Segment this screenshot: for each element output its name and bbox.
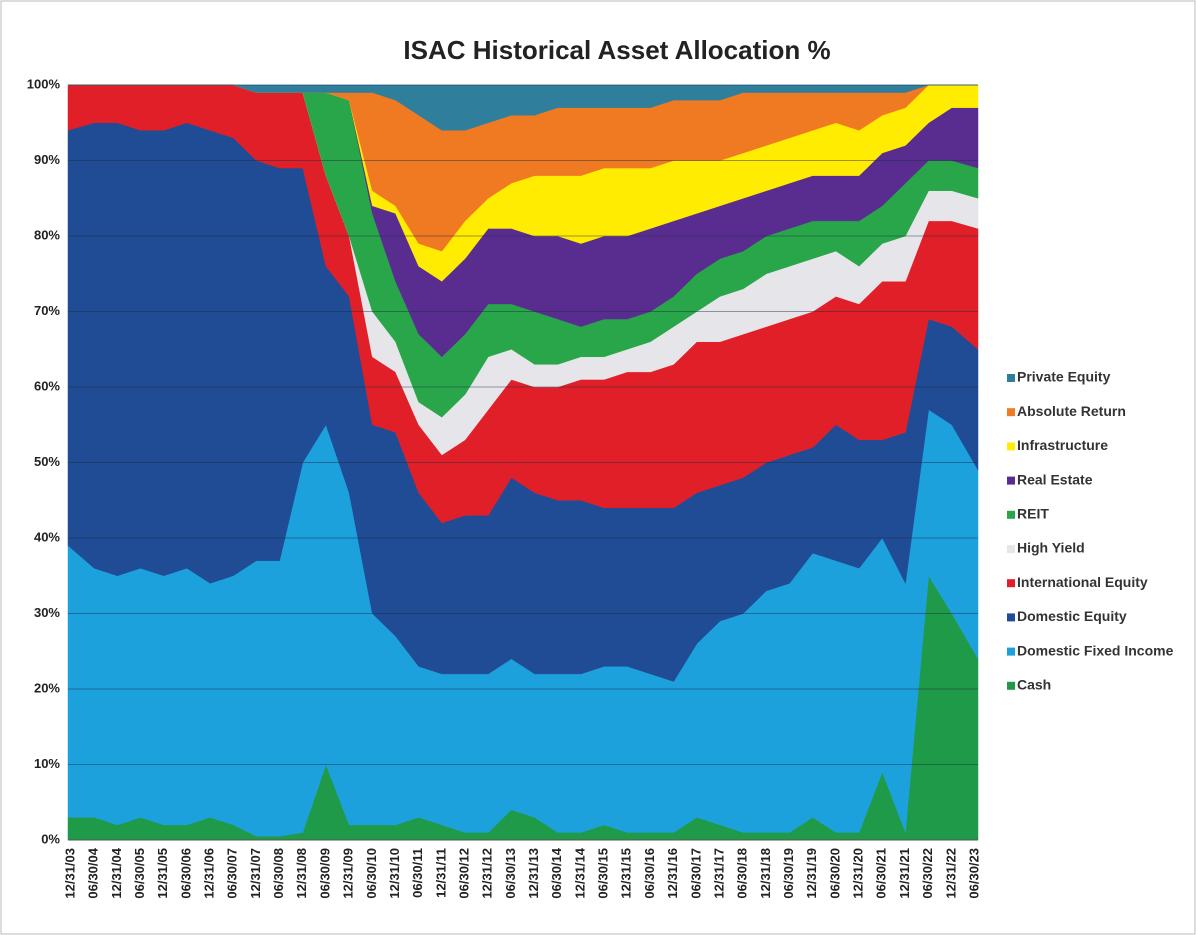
x-tick-label: 06/30/07	[225, 848, 240, 899]
x-tick-label: 06/30/18	[735, 848, 750, 899]
legend-label: Cash	[1017, 677, 1051, 693]
x-tick-label: 06/30/15	[596, 848, 611, 899]
x-tick-label: 12/31/15	[619, 848, 634, 899]
legend-swatch	[1007, 579, 1015, 588]
x-tick-label: 06/30/23	[966, 848, 981, 899]
x-tick-label: 06/30/10	[364, 848, 379, 899]
y-tick-label: 20%	[34, 680, 60, 695]
x-tick-label: 06/30/21	[874, 848, 889, 899]
x-tick-label: 12/31/08	[294, 848, 309, 899]
x-tick-label: 06/30/22	[920, 848, 935, 899]
y-tick-label: 50%	[34, 454, 60, 469]
x-tick-label: 12/31/05	[155, 848, 170, 899]
x-tick-label: 12/31/13	[526, 848, 541, 899]
x-tick-label: 06/30/20	[827, 848, 842, 899]
x-tick-label: 12/31/09	[341, 848, 356, 899]
legend-label: International Equity	[1017, 574, 1148, 590]
y-tick-label: 80%	[34, 227, 60, 242]
x-tick-label: 12/31/11	[433, 848, 448, 898]
x-tick-label: 12/31/16	[665, 848, 680, 899]
legend-swatch	[1007, 374, 1015, 382]
x-tick-label: 12/31/14	[572, 847, 587, 898]
x-tick-label: 12/31/22	[943, 848, 958, 899]
legend-swatch	[1007, 510, 1015, 519]
chart-title: ISAC Historical Asset Allocation %	[403, 35, 830, 65]
x-tick-label: 12/31/03	[62, 848, 77, 899]
legend-swatch	[1007, 442, 1015, 451]
legend-label: High Yield	[1017, 540, 1085, 556]
legend-swatch	[1007, 476, 1015, 485]
x-tick-label: 12/31/20	[851, 848, 866, 899]
area	[68, 84, 978, 131]
x-tick-label: 12/31/21	[897, 848, 912, 899]
x-tick-label: 12/31/17	[711, 848, 726, 899]
legend-swatch	[1007, 613, 1015, 622]
legend-label: REIT	[1017, 506, 1049, 522]
legend-label: Absolute Return	[1017, 403, 1126, 419]
y-tick-label: 30%	[34, 605, 60, 620]
legend-swatch	[1007, 545, 1015, 553]
legend-label: Real Estate	[1017, 471, 1093, 487]
x-tick-label: 12/31/06	[202, 848, 217, 899]
x-tick-label: 12/31/12	[480, 848, 495, 899]
legend-label: Domestic Equity	[1017, 608, 1127, 624]
x-tick-label: 06/30/04	[86, 847, 101, 898]
x-tick-label: 06/30/12	[456, 848, 471, 899]
y-tick-label: 60%	[34, 378, 60, 393]
x-tick-label: 06/30/13	[503, 848, 518, 899]
y-tick-label: 100%	[27, 76, 61, 91]
y-tick-label: 40%	[34, 529, 60, 544]
y-tick-label: 70%	[34, 303, 60, 318]
x-tick-label: 06/30/05	[132, 848, 147, 899]
legend-swatch	[1007, 681, 1015, 690]
legend-label: Private Equity	[1017, 369, 1111, 385]
x-tick-label: 06/30/09	[317, 848, 332, 899]
x-tick-label: 12/31/07	[248, 848, 263, 899]
x-tick-label: 12/31/19	[804, 848, 819, 899]
x-tick-label: 06/30/16	[642, 848, 657, 899]
x-tick-label: 12/31/10	[387, 848, 402, 899]
x-tick-label: 12/31/18	[758, 848, 773, 899]
x-tick-label: 06/30/19	[781, 848, 796, 899]
x-tick-label: 06/30/14	[549, 847, 564, 898]
x-tick-label: 06/30/17	[688, 848, 703, 899]
y-tick-label: 10%	[34, 756, 60, 771]
y-tick-label: 90%	[34, 152, 60, 167]
x-tick-label: 06/30/08	[271, 848, 286, 899]
legend-label: Domestic Fixed Income	[1017, 642, 1174, 658]
x-tick-label: 12/31/04	[109, 847, 124, 898]
x-tick-label: 06/30/06	[178, 848, 193, 899]
legend-label: Infrastructure	[1017, 437, 1108, 453]
legend-swatch	[1007, 408, 1015, 417]
legend-swatch	[1007, 647, 1015, 656]
x-tick-label: 06/30/11	[410, 848, 425, 898]
y-tick-label: 0%	[41, 831, 60, 846]
